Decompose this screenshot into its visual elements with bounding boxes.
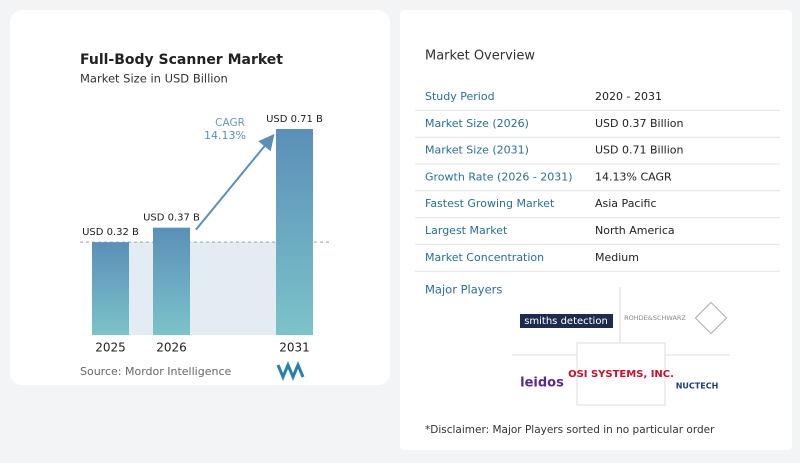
row-value: North America [595, 224, 675, 237]
cagr-label: CAGR [215, 117, 245, 129]
x-tick-label: 2031 [279, 341, 310, 355]
player-logo: leidos [520, 376, 564, 391]
value-label: USD 0.32 B [82, 227, 139, 238]
bar [92, 242, 129, 335]
row-value: USD 0.37 Billion [595, 117, 683, 130]
overview-title: Market Overview [425, 49, 535, 64]
bar [276, 129, 313, 335]
logo-bg [520, 314, 613, 328]
source: Source: Mordor Intelligence [80, 365, 231, 378]
row-value: Asia Pacific [595, 197, 657, 210]
bar [153, 227, 190, 335]
value-label: USD 0.37 B [143, 213, 200, 224]
x-tick-label: 2025 [95, 341, 126, 355]
row-label: Market Concentration [425, 251, 544, 264]
player-logo: OSI SYSTEMS, INC. [568, 369, 674, 380]
cagr-arrow [195, 133, 275, 231]
row-label: Study Period [425, 90, 495, 103]
x-tick-label: 2026 [156, 341, 187, 355]
row-label: Growth Rate (2026 - 2031) [425, 170, 573, 183]
row-value: 2020 - 2031 [595, 90, 662, 103]
player-logo: NUCTECH [676, 382, 719, 391]
chart-subtitle: Market Size in USD Billion [80, 72, 228, 86]
value-label: USD 0.71 B [266, 114, 323, 125]
chart-title: Full-Body Scanner Market [80, 52, 283, 68]
player-logo: ROHDE&SCHWARZ [624, 314, 686, 322]
logo-icon [276, 361, 305, 381]
cagr-value: 14.13% [204, 129, 246, 142]
row-label: Market Size (2026) [425, 117, 529, 130]
row-value: USD 0.71 Billion [595, 144, 683, 157]
row-label: Largest Market [425, 224, 508, 237]
player-logo: smiths detection [524, 316, 608, 327]
logo-shape [694, 301, 728, 335]
overview-card [400, 10, 792, 450]
row-value: 14.13% CAGR [595, 170, 672, 183]
row-label: Fastest Growing Market [425, 197, 555, 210]
row-value: Medium [595, 251, 639, 264]
logo-box [576, 342, 666, 406]
row-label: Market Size (2031) [425, 144, 529, 157]
disclaimer: *Disclaimer: Major Players sorted in no … [425, 424, 715, 436]
players-title: Major Players [425, 283, 502, 297]
